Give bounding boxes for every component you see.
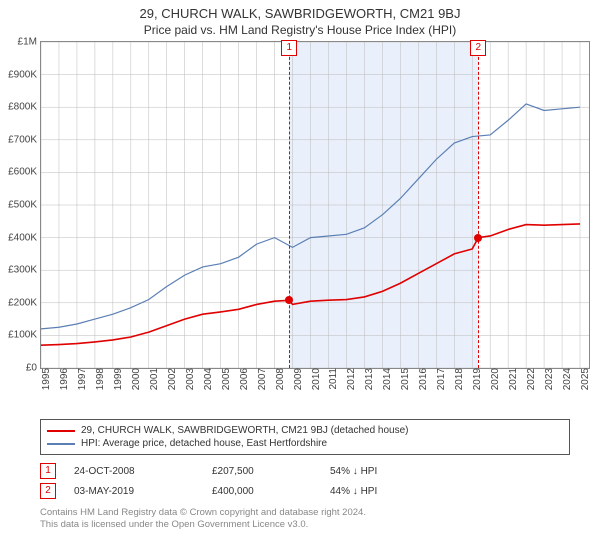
marker-dot-1 (285, 296, 293, 304)
x-axis-label: 2004 (201, 368, 214, 390)
x-axis-label: 2021 (506, 368, 519, 390)
price-point-date: 24-OCT-2008 (74, 466, 194, 477)
marker-dot-2 (474, 234, 482, 242)
x-axis-label: 2022 (524, 368, 537, 390)
legend-swatch (47, 443, 75, 445)
x-axis-label: 2009 (291, 368, 304, 390)
marker-line-2 (478, 42, 479, 368)
x-axis-label: 2020 (488, 368, 501, 390)
plot-area: £0£100K£200K£300K£400K£500K£600K£700K£80… (40, 41, 590, 369)
x-axis-label: 2018 (452, 368, 465, 390)
x-axis-label: 2025 (578, 368, 591, 390)
legend-swatch (47, 430, 75, 432)
marker-line-1 (289, 42, 290, 368)
legend-row: 29, CHURCH WALK, SAWBRIDGEWORTH, CM21 9B… (47, 424, 563, 437)
x-axis-label: 2008 (273, 368, 286, 390)
price-point-badge: 2 (40, 483, 56, 499)
y-axis-label: £500K (8, 200, 41, 211)
x-axis-label: 1998 (93, 368, 106, 390)
chart-svg (41, 42, 589, 368)
y-axis-label: £100K (8, 330, 41, 341)
x-axis-label: 2015 (398, 368, 411, 390)
price-point-row: 2 03-MAY-2019 £400,000 44% ↓ HPI (40, 481, 570, 501)
x-axis-label: 2005 (219, 368, 232, 390)
marker-badge-1: 1 (281, 40, 297, 56)
x-axis-label: 2017 (434, 368, 447, 390)
page-subtitle: Price paid vs. HM Land Registry's House … (0, 21, 600, 41)
copyright-line-2: This data is licensed under the Open Gov… (40, 519, 570, 531)
x-axis-label: 2010 (309, 368, 322, 390)
price-point-price: £400,000 (212, 486, 312, 497)
price-point-delta: 44% ↓ HPI (330, 486, 377, 497)
x-axis-label: 2000 (129, 368, 142, 390)
x-axis-label: 2001 (147, 368, 160, 390)
x-axis-label: 2012 (344, 368, 357, 390)
chart-container: 29, CHURCH WALK, SAWBRIDGEWORTH, CM21 9B… (0, 0, 600, 560)
y-axis-label: £400K (8, 232, 41, 243)
x-axis-label: 2002 (165, 368, 178, 390)
legend-box: 29, CHURCH WALK, SAWBRIDGEWORTH, CM21 9B… (40, 419, 570, 455)
x-axis-label: 2006 (237, 368, 250, 390)
y-axis-label: £600K (8, 167, 41, 178)
x-axis-label: 2014 (380, 368, 393, 390)
x-axis-label: 1995 (39, 368, 52, 390)
y-axis-label: £1M (18, 37, 41, 48)
y-axis-label: £200K (8, 297, 41, 308)
x-axis-label: 1999 (111, 368, 124, 390)
copyright-line-1: Contains HM Land Registry data © Crown c… (40, 507, 570, 519)
legend-label: HPI: Average price, detached house, East… (81, 438, 327, 449)
x-axis-label: 2007 (255, 368, 268, 390)
x-axis-label: 2016 (416, 368, 429, 390)
page-title: 29, CHURCH WALK, SAWBRIDGEWORTH, CM21 9B… (0, 0, 600, 21)
x-axis-label: 1997 (75, 368, 88, 390)
y-axis-label: £900K (8, 69, 41, 80)
copyright-text: Contains HM Land Registry data © Crown c… (40, 507, 570, 532)
marker-badge-2: 2 (470, 40, 486, 56)
x-axis-label: 2024 (560, 368, 573, 390)
legend-label: 29, CHURCH WALK, SAWBRIDGEWORTH, CM21 9B… (81, 425, 409, 436)
x-axis-label: 2003 (183, 368, 196, 390)
y-axis-label: £800K (8, 102, 41, 113)
x-axis-label: 2019 (470, 368, 483, 390)
chart-area: £0£100K£200K£300K£400K£500K£600K£700K£80… (40, 41, 590, 411)
legend-row: HPI: Average price, detached house, East… (47, 437, 563, 450)
price-point-row: 1 24-OCT-2008 £207,500 54% ↓ HPI (40, 461, 570, 481)
price-point-date: 03-MAY-2019 (74, 486, 194, 497)
price-point-delta: 54% ↓ HPI (330, 466, 377, 477)
price-point-badge: 1 (40, 463, 56, 479)
y-axis-label: £300K (8, 265, 41, 276)
x-axis-label: 2023 (542, 368, 555, 390)
x-axis-label: 2013 (362, 368, 375, 390)
price-points-legend: 1 24-OCT-2008 £207,500 54% ↓ HPI 2 03-MAY-201… (40, 461, 570, 501)
price-point-price: £207,500 (212, 466, 312, 477)
y-axis-label: £700K (8, 134, 41, 145)
x-axis-label: 1996 (57, 368, 70, 390)
x-axis-label: 2011 (326, 368, 339, 390)
